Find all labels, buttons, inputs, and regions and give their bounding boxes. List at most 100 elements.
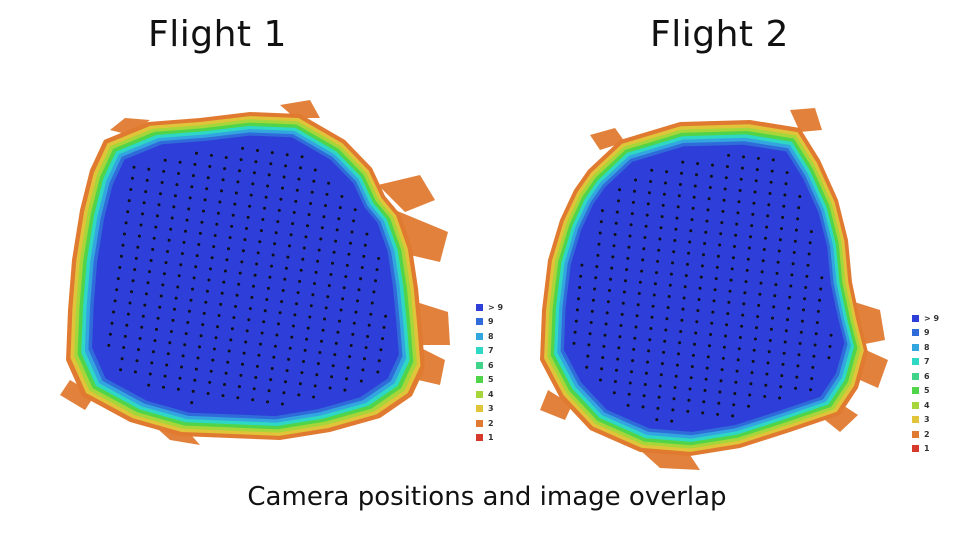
camera-position-dot xyxy=(806,263,810,267)
camera-position-dot xyxy=(230,224,234,228)
camera-position-dot xyxy=(195,151,198,155)
camera-position-dot xyxy=(327,284,331,288)
camera-position-dot xyxy=(338,319,341,323)
overlap-band xyxy=(563,144,845,432)
camera-position-dot xyxy=(705,219,709,223)
camera-position-dot xyxy=(572,341,576,345)
camera-position-dot xyxy=(696,162,700,166)
camera-position-dot xyxy=(381,337,384,341)
camera-position-dot xyxy=(124,221,128,225)
camera-position-dot xyxy=(789,284,793,288)
legend-item: 6 xyxy=(912,369,939,384)
camera-position-dot xyxy=(775,271,779,275)
camera-position-dot xyxy=(712,299,716,303)
camera-position-dot xyxy=(208,380,212,384)
camera-position-dot xyxy=(131,279,135,283)
camera-position-dot xyxy=(597,242,601,246)
camera-position-dot xyxy=(218,200,222,204)
camera-position-dot xyxy=(641,405,645,409)
camera-position-dot xyxy=(298,279,302,283)
camera-position-dot xyxy=(241,146,245,150)
legend-label: 2 xyxy=(924,429,930,439)
camera-position-dot xyxy=(624,279,627,283)
camera-position-dot xyxy=(613,233,617,236)
camera-position-dot xyxy=(638,280,642,284)
legend-label: 7 xyxy=(924,357,930,367)
camera-position-dot xyxy=(719,232,723,236)
camera-position-dot xyxy=(222,280,226,284)
camera-position-dot xyxy=(326,295,330,299)
camera-position-dot xyxy=(239,373,243,377)
camera-position-dot xyxy=(768,192,772,195)
camera-position-dot xyxy=(819,287,823,291)
camera-position-dot xyxy=(695,173,698,177)
camera-position-dot xyxy=(170,216,174,220)
camera-position-dot xyxy=(165,363,169,367)
camera-position-dot xyxy=(191,389,195,393)
camera-position-dot xyxy=(711,310,715,314)
legend-item: 2 xyxy=(476,416,503,431)
camera-position-dot xyxy=(778,396,782,400)
camera-position-dot xyxy=(282,391,286,395)
camera-position-dot xyxy=(206,176,210,180)
camera-position-dot xyxy=(764,383,768,387)
legend-swatch xyxy=(476,303,483,311)
camera-position-dot xyxy=(305,337,309,341)
legend-label: 2 xyxy=(488,418,494,428)
camera-position-dot xyxy=(587,343,591,347)
camera-position-dot xyxy=(691,353,695,357)
camera-position-dot xyxy=(686,409,690,413)
camera-position-dot xyxy=(209,267,212,271)
camera-position-dot xyxy=(745,268,749,272)
camera-position-dot xyxy=(260,331,264,335)
camera-position-dot xyxy=(667,295,671,298)
camera-position-dot xyxy=(220,291,224,295)
camera-position-dot xyxy=(291,222,295,226)
legend-item: 2 xyxy=(912,427,939,442)
camera-position-dot xyxy=(259,229,263,233)
legend-item: 3 xyxy=(912,413,939,428)
camera-position-dot xyxy=(766,214,770,218)
camera-position-dot xyxy=(811,365,815,369)
camera-position-dot xyxy=(310,190,314,194)
camera-position-dot xyxy=(317,248,321,252)
camera-position-dot xyxy=(193,162,197,166)
camera-position-dot xyxy=(640,269,644,273)
camera-position-dot xyxy=(720,368,724,372)
camera-position-dot xyxy=(263,206,266,210)
camera-position-dot xyxy=(382,325,386,329)
camera-position-dot xyxy=(121,243,125,247)
camera-position-dot xyxy=(617,199,620,203)
camera-position-dot xyxy=(781,215,785,219)
camera-position-dot xyxy=(155,327,158,331)
camera-position-dot xyxy=(262,320,266,324)
camera-position-dot xyxy=(577,297,580,301)
camera-position-dot xyxy=(803,297,807,301)
camera-position-dot xyxy=(718,390,722,394)
camera-position-dot xyxy=(612,244,616,248)
camera-position-dot xyxy=(128,301,132,305)
camera-position-dot xyxy=(194,265,198,269)
camera-position-dot xyxy=(637,292,641,295)
camera-position-dot xyxy=(127,199,131,203)
camera-position-dot xyxy=(751,212,755,216)
camera-position-dot xyxy=(202,311,206,315)
flight-1-title: Flight 1 xyxy=(148,14,287,55)
camera-position-dot xyxy=(306,326,310,330)
camera-position-dot xyxy=(704,230,708,234)
camera-position-dot xyxy=(756,315,760,319)
camera-position-dot xyxy=(698,286,702,290)
camera-position-dot xyxy=(725,165,729,169)
camera-position-dot xyxy=(365,232,369,236)
camera-position-dot xyxy=(207,278,211,282)
camera-position-dot xyxy=(167,238,171,242)
camera-position-dot xyxy=(190,185,194,189)
camera-position-dot xyxy=(760,270,764,274)
camera-position-dot xyxy=(269,162,273,166)
overlap-fringe-patch xyxy=(378,175,435,212)
camera-position-dot xyxy=(773,294,777,298)
legend-item: 8 xyxy=(476,329,503,344)
camera-position-dot xyxy=(648,338,652,342)
camera-position-dot xyxy=(256,149,259,152)
camera-position-dot xyxy=(635,314,639,318)
